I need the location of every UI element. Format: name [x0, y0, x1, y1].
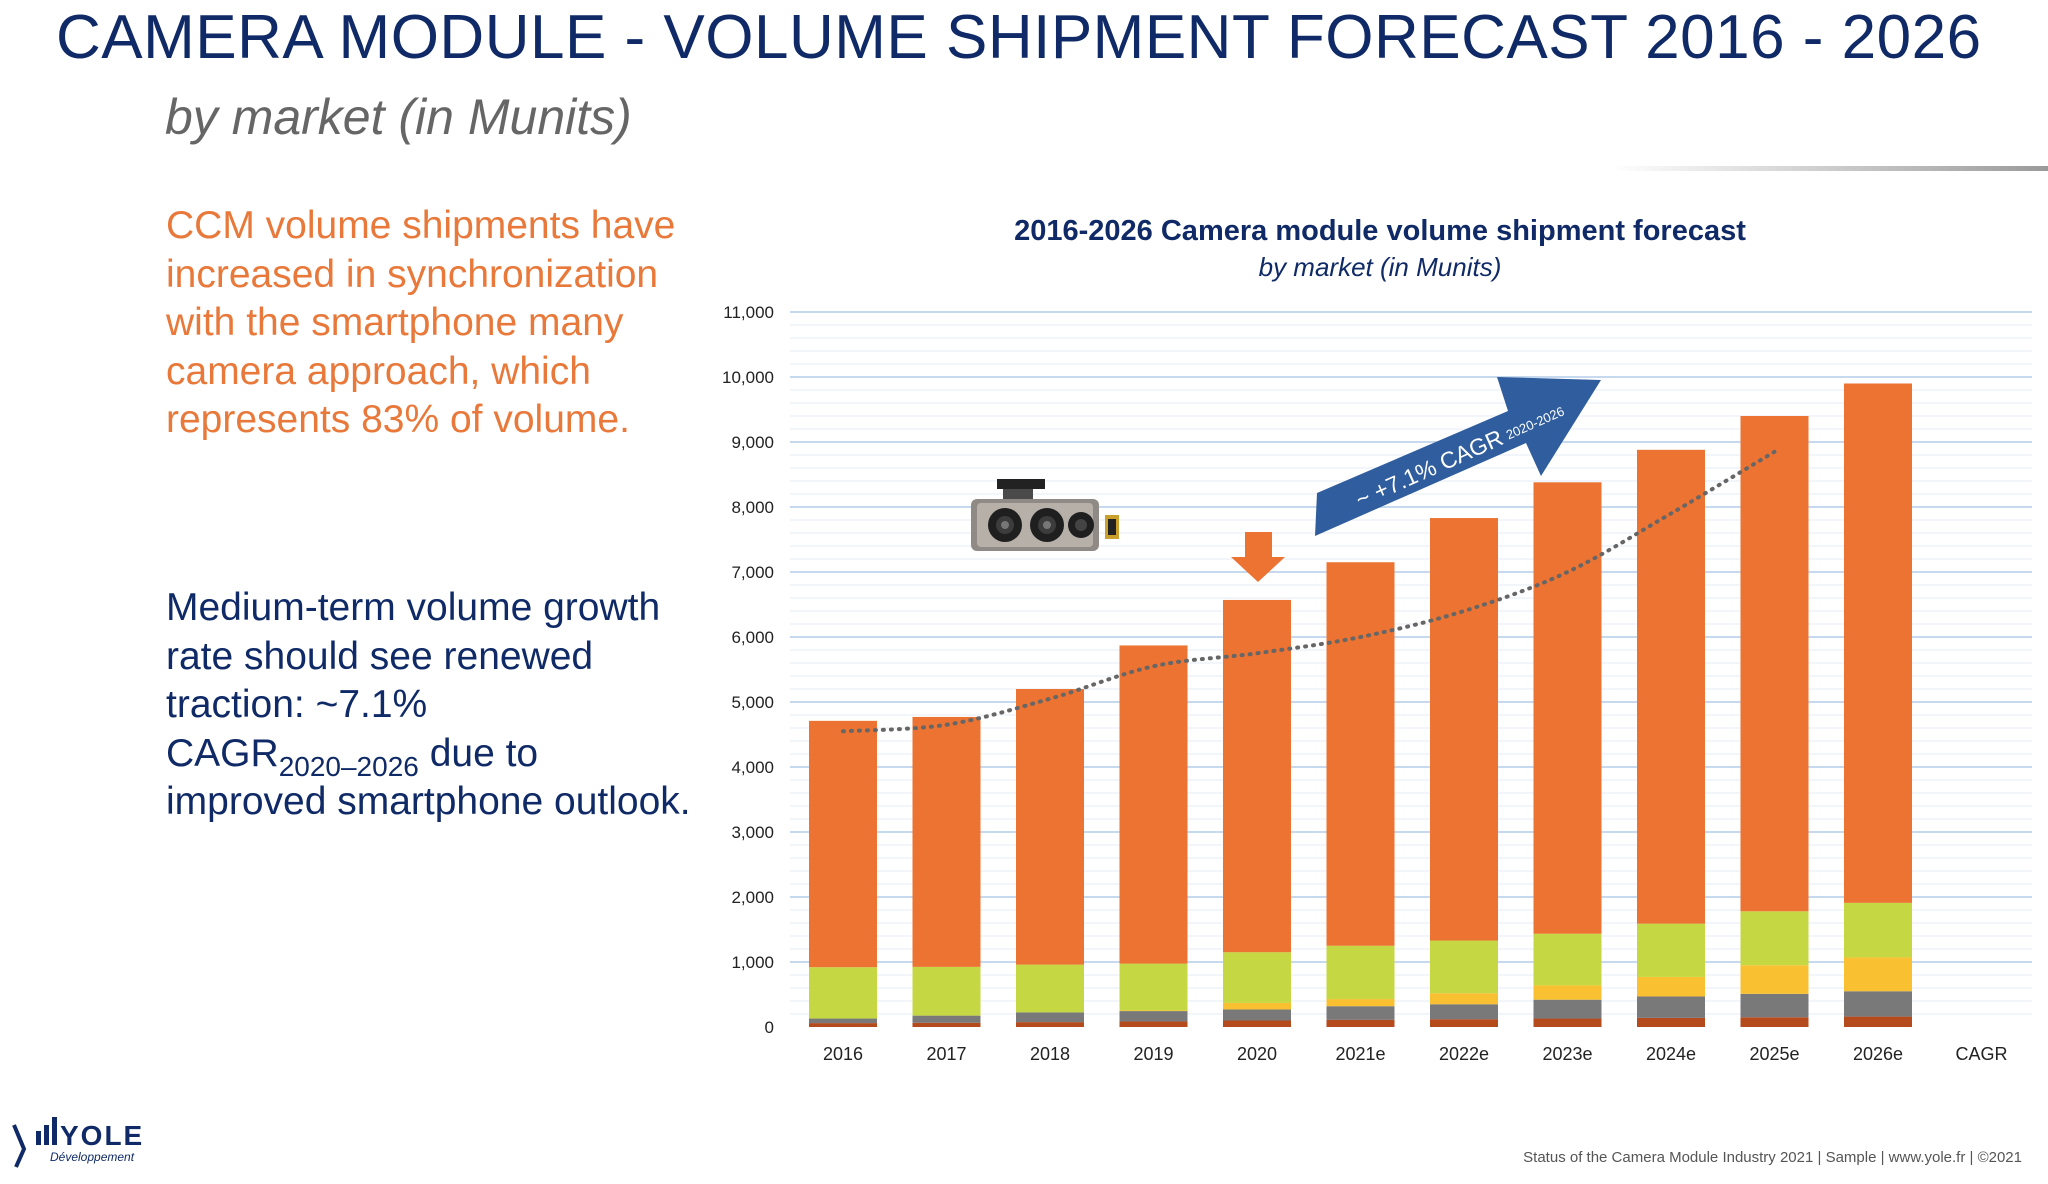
y-tick-label: 4,000 [731, 758, 774, 777]
bar-segment [1430, 940, 1498, 994]
bar-segment [1637, 923, 1705, 977]
bar-segment [1223, 952, 1291, 1003]
x-tick-label: 2020 [1237, 1044, 1277, 1064]
bar-segment [1119, 1021, 1188, 1027]
bar-segment [1740, 911, 1809, 966]
yole-logo: YOLE Développement [12, 1117, 144, 1168]
x-tick-label: CAGR [1955, 1044, 2007, 1064]
bar-segment [1223, 1020, 1291, 1027]
bar-segment [1326, 562, 1395, 946]
bar-segment [1119, 645, 1188, 964]
chart-title: 2016-2026 Camera module volume shipment … [1014, 215, 1746, 247]
bar-segment [1326, 945, 1395, 1000]
bar-segment [1740, 993, 1809, 1018]
bar-segment [1119, 963, 1188, 1011]
bar-segment [1533, 999, 1602, 1019]
x-tick-label: 2021e [1335, 1044, 1385, 1064]
bar-segment [1119, 1010, 1188, 1012]
cagr-arrow [1315, 377, 1601, 536]
y-tick-label: 11,000 [723, 303, 774, 322]
y-tick-label: 0 [765, 1018, 774, 1037]
bar-segment [1326, 999, 1395, 1007]
bar-segment [1223, 1002, 1291, 1010]
bar-segment [1844, 991, 1912, 1017]
y-tick-label: 10,000 [722, 368, 774, 387]
bar-segment [1223, 599, 1291, 953]
bar-segment [1430, 1004, 1498, 1020]
growth-paragraph: Medium-term volume growth rate should se… [166, 584, 706, 827]
bar-segment [1740, 965, 1809, 994]
bar-segment [1533, 933, 1602, 986]
x-tick-label: 2024e [1646, 1044, 1696, 1064]
bar-segment [1844, 902, 1912, 958]
bar-segment [1844, 957, 1912, 992]
page-title: CAMERA MODULE - VOLUME SHIPMENT FORECAST… [56, 3, 1982, 72]
growth-text-part2: due to improved smartphone outlook. [166, 731, 691, 824]
bar-segment [912, 966, 981, 1016]
y-tick-label: 3,000 [731, 823, 774, 842]
bar-segment [1119, 1011, 1188, 1022]
bar-segment [912, 1022, 981, 1027]
bar-segment [1016, 1012, 1084, 1023]
decorative-line [1610, 166, 2048, 171]
logo-text: YOLE [60, 1120, 144, 1151]
growth-text-part1: Medium-term volume growth rate should se… [166, 586, 661, 726]
bar-segment [809, 720, 877, 968]
y-tick-label: 6,000 [731, 628, 774, 647]
bar-segment [1016, 1022, 1084, 1027]
bar-segment [1430, 518, 1498, 941]
bar-segment [1533, 985, 1602, 1000]
bars [809, 383, 1912, 1027]
bar-segment [1430, 993, 1498, 1005]
bar-segment [809, 1018, 877, 1024]
y-axis: 0 1,000 2,000 3,000 4,000 5,000 6,000 7,000 8,00… [722, 303, 774, 1037]
bar-segment [1430, 1019, 1498, 1027]
cagr-period: 2020–2026 [278, 750, 419, 782]
logo-tagline: Développement [50, 1150, 135, 1164]
bar-segment [1326, 1006, 1395, 1020]
bar-segment [1740, 1017, 1809, 1027]
footer-text: Status of the Camera Module Industry 202… [1523, 1149, 2022, 1166]
bar-segment [1637, 449, 1705, 924]
summary-paragraph: CCM volume shipments have increased in s… [166, 204, 676, 441]
x-tick-label: 2016 [823, 1044, 863, 1064]
x-tick-label: 2025e [1749, 1044, 1799, 1064]
bar-segment [1740, 416, 1809, 912]
bar-segment [1533, 1018, 1602, 1027]
x-tick-label: 2017 [926, 1044, 966, 1064]
bar-segment [1223, 1009, 1291, 1021]
down-arrow [1231, 532, 1285, 582]
x-tick-label: 2019 [1133, 1044, 1173, 1064]
bar-segment [1326, 1019, 1395, 1027]
bar-segment [912, 716, 981, 967]
y-tick-label: 9,000 [731, 433, 774, 452]
x-tick-label: 2022e [1439, 1044, 1489, 1064]
y-tick-label: 2,000 [731, 888, 774, 907]
bar-segment [1016, 689, 1084, 965]
bar-segment [809, 967, 877, 1019]
bar-segment [912, 1015, 981, 1023]
x-tick-label: 2018 [1030, 1044, 1070, 1064]
y-tick-label: 1,000 [731, 953, 774, 972]
page-subtitle: by market (in Munits) [165, 89, 632, 145]
bar-segment [1016, 964, 1084, 1013]
bar-segment [1533, 482, 1602, 934]
annotations: ~ +7.1% CAGR2020-2026 [1231, 377, 1601, 582]
bar-segment [1844, 383, 1912, 903]
x-tick-label: 2026e [1853, 1044, 1903, 1064]
chart-subtitle: by market (in Munits) [1259, 252, 1502, 282]
bar-segment [1844, 1016, 1912, 1027]
cagr-text: CAGR [166, 731, 279, 775]
x-tick-label: 2023e [1542, 1044, 1592, 1064]
y-tick-label: 8,000 [731, 498, 774, 517]
y-tick-label: 7,000 [731, 563, 774, 582]
bar-segment [809, 1023, 877, 1027]
bar-segment [1637, 976, 1705, 997]
y-tick-label: 5,000 [731, 693, 774, 712]
bar-segment [1637, 1017, 1705, 1027]
bar-segment [1637, 996, 1705, 1018]
camera-module-image [971, 479, 1119, 551]
x-axis: 2016 2017 2018 2019 2020 2021e 2022e 2023e 2024e… [823, 1044, 2008, 1064]
